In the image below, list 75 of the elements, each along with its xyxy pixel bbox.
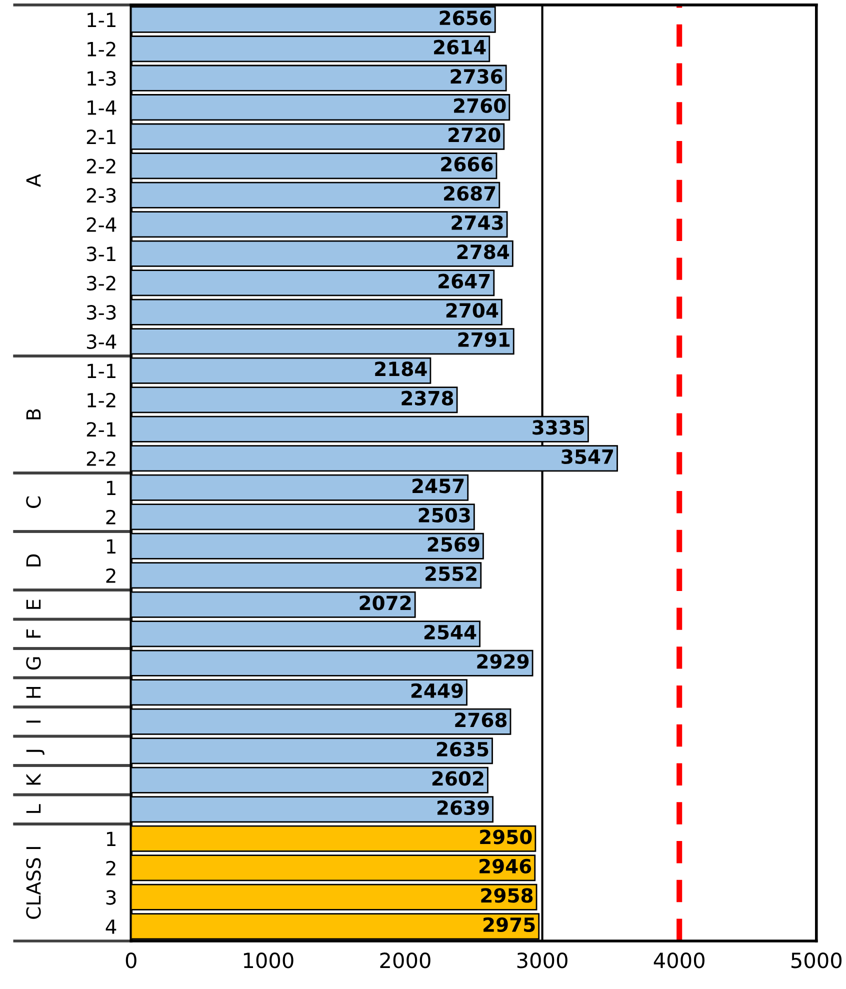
data-label: 2666 [441, 156, 493, 172]
data-label: 2602 [432, 771, 484, 786]
y-tick-label: 2 [106, 568, 116, 583]
text: E [26, 600, 41, 609]
data-label: 2072 [360, 596, 411, 610]
data-label: 2378 [402, 390, 454, 406]
y-tick-label: 2-2 [86, 451, 116, 466]
y-tick-label: 3-2 [86, 276, 116, 291]
text: K [26, 773, 41, 785]
data-label: 2656 [440, 10, 492, 26]
y-tick-label: 1 [107, 832, 116, 846]
data-label: 2975 [484, 917, 535, 932]
y-tick-label: 3 [106, 890, 116, 905]
text: G [26, 657, 41, 670]
y-tick-label: 2-4 [86, 217, 116, 232]
text: C [26, 496, 41, 508]
data-label: 2614 [434, 40, 486, 54]
data-label: 3547 [562, 449, 613, 464]
y-tick-label: 1-2 [88, 42, 116, 56]
data-label: 2958 [481, 888, 533, 903]
data-label: 2784 [457, 244, 510, 260]
y-tick-label: 2-1 [86, 130, 116, 144]
data-label: 2736 [450, 69, 502, 84]
data-label: 2544 [424, 624, 476, 640]
data-label: 2687 [444, 186, 496, 201]
y-tick-label: 1-4 [88, 100, 116, 115]
data-label: 2457 [412, 478, 464, 494]
x-tick-label: 4000 [654, 952, 704, 968]
data-label: 2449 [411, 683, 463, 698]
data-label: 3335 [532, 420, 584, 435]
data-label: 2760 [454, 98, 506, 113]
data-label: 2704 [446, 303, 498, 318]
x-tick-label: 2000 [380, 952, 430, 968]
data-label: 2720 [448, 128, 500, 142]
x-tick-label: 1000 [244, 952, 294, 968]
x-tick-label: 0 [126, 952, 136, 968]
data-label: 2950 [480, 830, 532, 844]
y-tick-label: 2-2 [86, 158, 116, 174]
text: A [26, 174, 41, 187]
data-label: 2647 [438, 274, 490, 288]
y-tick-label: 1-1 [88, 12, 116, 27]
text: J [26, 750, 44, 755]
data-label: 2184 [375, 362, 427, 376]
y-tick-label: 3-3 [86, 305, 116, 320]
text: H [26, 686, 41, 698]
data-label: 2946 [480, 858, 532, 874]
data-label: 2791 [458, 332, 510, 347]
text: D [26, 554, 41, 566]
text: L [26, 804, 41, 813]
y-tick-label: 2 [106, 860, 116, 876]
y-tick-label: 3-4 [86, 334, 116, 350]
y-tick-label: 1 [107, 480, 116, 496]
y-tick-label: 2-1 [86, 422, 116, 436]
y-tick-label: 1-2 [88, 392, 116, 408]
text: CLASS I [26, 847, 41, 919]
y-tick-label: 2 [106, 510, 116, 524]
y-tick-label: 4 [106, 920, 116, 934]
data-label: 2929 [477, 654, 529, 669]
data-label: 2768 [455, 712, 507, 728]
data-label: 2639 [437, 800, 489, 816]
data-label: 2569 [428, 537, 480, 552]
y-tick-label: 3-1 [86, 246, 116, 262]
data-label: 2743 [452, 215, 503, 230]
data-label: 2635 [436, 742, 488, 757]
data-label: 2552 [426, 566, 476, 582]
text: F [26, 629, 41, 638]
y-tick-label: 2-3 [86, 188, 116, 203]
text: B [26, 409, 41, 420]
y-tick-label: 1-3 [88, 71, 116, 86]
x-tick-label: 5000 [791, 952, 842, 968]
y-tick-label: 1 [107, 539, 116, 554]
x-tick-label: 3000 [517, 952, 568, 968]
text: I [26, 720, 41, 723]
y-tick-label: 1-1 [88, 364, 116, 378]
data-label: 2503 [418, 508, 470, 523]
